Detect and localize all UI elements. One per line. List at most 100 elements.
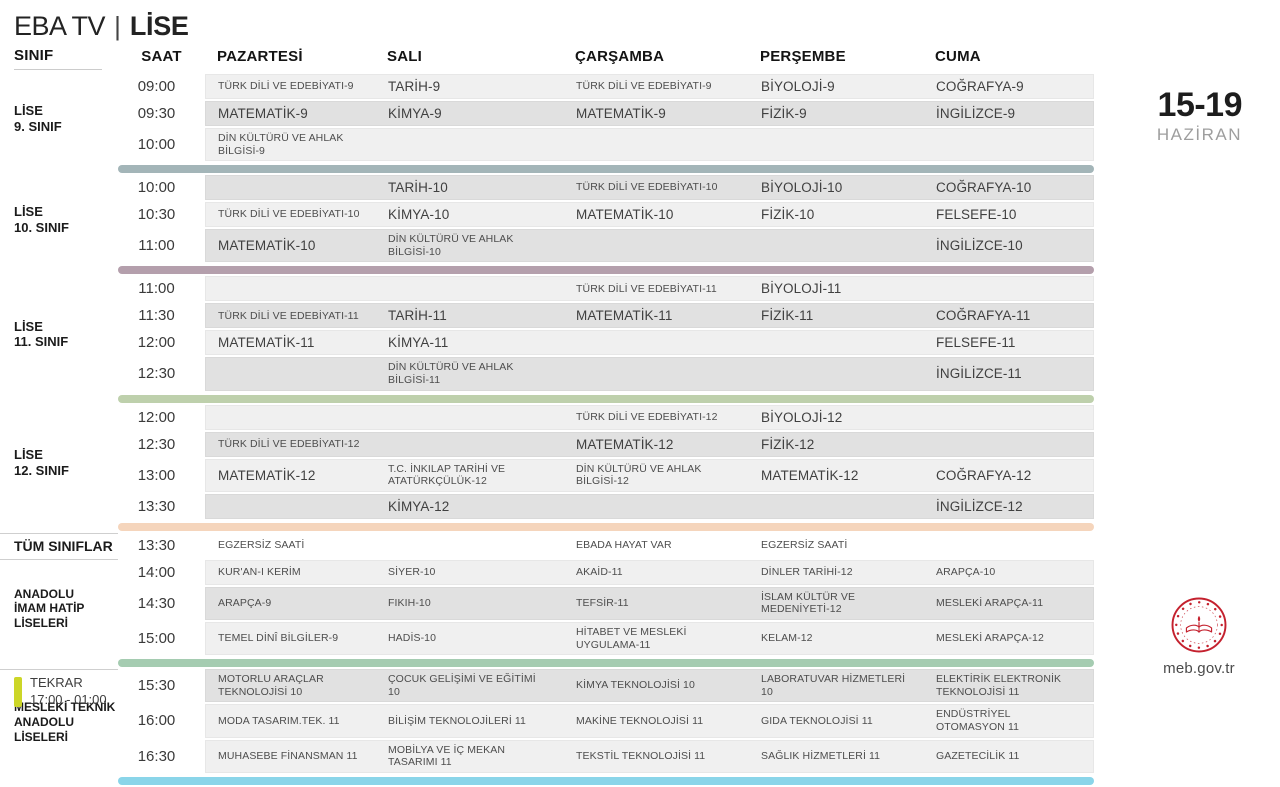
schedule-cell: BİYOLOJİ-9 [761,79,835,94]
schedule-cell: COĞRAFYA-12 [936,467,1032,483]
schedule-cell: MATEMATİK-11 [218,335,315,351]
schedule-cell [376,534,564,557]
row-band: DİN KÜLTÜRÜ VE AHLAK BİLGİSİ-9 [205,128,1094,162]
time-label: 15:30 [137,677,176,695]
schedule-section-lise-12: LİSE 12. SINIF 12:00 TÜRK DİLİ VE EDEBİYATI… [14,404,1094,521]
schedule-row: 13:30 EGZERSİZ SAATİ EBADA HAYAT VAR EGZERS… [118,532,1094,558]
schedule-cell [564,230,749,261]
time-label: 13:30 [137,536,176,554]
schedule-cell: SİYER-10 [388,565,436,578]
schedule-page: EBA TV | LİSE SINIF SAAT PAZARTESİ SALI ÇA… [0,8,1094,787]
row-band: MATEMATİK-12 T.C. İNKILAP TARİHİ VE ATATÜ… [205,458,1094,492]
column-header-saat: SAAT [141,48,182,65]
schedule-cell: GAZETECİLİK 11 [936,749,1020,762]
schedule-row: 14:30 ARAPÇA-9 FIKIH-10 TEFSİR-11 İSLAM KÜLT… [118,586,1094,620]
schedule-row: 10:00 TARİH-10 TÜRK DİLİ VE EDEBİYATI-10 Bİ… [118,175,1094,201]
schedule-row: 12:00 MATEMATİK-11 KİMYA-11 FELSEFE-11 [118,330,1094,356]
schedule-cell: TÜRK DİLİ VE EDEBİYATI-9 [576,80,712,93]
time-label: 11:00 [138,237,175,255]
schedule-cell: FIKIH-10 [388,597,431,610]
schedule-cell: T.C. İNKILAP TARİHİ VE ATATÜRKÇÜLÜK-12 [388,462,506,488]
schedule-row: 10:00 DİN KÜLTÜRÜ VE AHLAK BİLGİSİ-9 [118,128,1094,162]
time-label: 09:30 [137,105,176,122]
schedule-cell: MOBİLYA VE İÇ MEKAN TASARIMI 11 [388,743,506,769]
schedule-cell: FİZİK-11 [761,308,814,324]
schedule-cell: MODA TASARIM.TEK. 11 [218,714,340,727]
schedule-cell [924,277,1091,300]
column-header-day-2: SALI [387,48,422,65]
channel-text: LİSE [129,10,189,41]
brand-text: EBA TV [14,10,106,41]
schedule-cell: MATEMATİK-9 [576,106,666,121]
row-band: MATEMATİK-10 DİN KÜLTÜRÜ VE AHLAK BİLGİSİ… [205,229,1094,263]
row-band: KUR'AN-I KERİM SİYER-10 AKAİD-11 DİNLER TAR… [205,559,1094,585]
schedule-row: 12:30 TÜRK DİLİ VE EDEBİYATI-12 MATEMATİK-… [118,431,1094,457]
schedule-cell: LABORATUVAR HİZMETLERİ 10 [761,673,906,698]
schedule-cell: TEFSİR-11 [576,597,629,610]
schedule-row: 11:00 MATEMATİK-10 DİN KÜLTÜRÜ VE AHLAK Bİ… [118,229,1094,263]
schedule-cell: BİYOLOJİ-11 [761,281,842,297]
schedule-cell [924,406,1091,429]
date-month: HAZİRAN [1156,125,1242,144]
meb-logo-icon [1171,597,1227,653]
schedule-cell: MATEMATİK-10 [576,207,674,223]
grade-label: TÜM SINIFLAR [0,532,118,560]
schedule-cell: MAKİNE TEKNOLOJİSİ 11 [576,714,704,727]
section-separator [118,659,1094,668]
schedule-cell: KİMYA-9 [388,106,442,121]
schedule-cell: MATEMATİK-9 [218,106,308,121]
schedule-cell: ENDÜSTRİYEL OTOMASYON 11 [936,708,1020,733]
schedule-cell: HİTABET VE MESLEKİ UYGULAMA-11 [576,625,687,651]
schedule-cell: FELSEFE-11 [936,335,1016,351]
schedule-row: 14:00 KUR'AN-I KERİM SİYER-10 AKAİD-11 DİNLE… [118,559,1094,585]
grade-label: LİSE 11. SINIF [14,318,69,350]
schedule-cell [206,277,376,300]
schedule-cell: ÇOCUK GELİŞİMİ VE EĞİTİMİ 10 [388,673,536,698]
schedule-section-lise-9: LİSE 9. SINIF 09:00 TÜRK DİLİ VE EDEBİYATI-… [14,74,1094,163]
schedule-cell: EBADA HAYAT VAR [576,538,672,551]
schedule-cell [564,495,749,518]
schedule-section-imam-hatip: ANADOLU İMAM HATİP LİSELERİ 14:00 KUR'AN-I K… [14,559,1094,657]
schedule-cell: ARAPÇA-9 [218,597,272,610]
time-label: 16:00 [137,712,176,730]
schedule-row: 11:30 TÜRK DİLİ VE EDEBİYATI-11 TARİH-11 MA… [118,303,1094,329]
schedule-row: 10:30 TÜRK DİLİ VE EDEBİYATI-10 KİMYA-10 MA… [118,202,1094,228]
schedule-cell [206,495,376,518]
time-label: 11:00 [138,280,175,298]
schedule-cell [564,331,749,354]
column-header-day-1: PAZARTESİ [217,48,303,65]
schedule-row: 11:00 TÜRK DİLİ VE EDEBİYATI-11 BİYOLOJİ-1… [118,276,1094,302]
column-header-sinif: SINIF [14,47,118,70]
schedule-cell: AKAİD-11 [576,565,623,578]
schedule-row: 15:00 TEMEL DİNÎ BİLGİLER-9 HADİS-10 HİTABE… [118,621,1094,656]
schedule-cell [376,406,564,429]
schedule-cell: GIDA TEKNOLOJİSİ 11 [761,714,873,727]
schedule-cell: BİYOLOJİ-10 [761,180,843,196]
schedule-cell [924,433,1091,456]
schedule-section-tum-siniflar: TÜM SINIFLAR 13:30 EGZERSİZ SAATİ EBADA HAY… [0,532,1094,560]
website-label: meb.gov.tr [1163,660,1235,677]
row-band: EGZERSİZ SAATİ EBADA HAYAT VAR EGZERSİZ SA… [205,532,1094,558]
schedule-cell: TÜRK DİLİ VE EDEBİYATI-12 [576,410,718,423]
schedule-cell: DİN KÜLTÜRÜ VE AHLAK BİLGİSİ-10 [388,233,514,258]
time-label: 12:30 [137,435,176,453]
row-band: ARAPÇA-9 FIKIH-10 TEFSİR-11 İSLAM KÜLTÜR VE… [205,586,1094,620]
schedule-cell: COĞRAFYA-9 [936,79,1024,94]
schedule-cell: EGZERSİZ SAATİ [218,538,305,551]
schedule-cell: TEKSTİL TEKNOLOJİSİ 11 [576,749,706,762]
repeat-label: TEKRAR [30,675,83,691]
time-label: 13:00 [137,466,176,484]
schedule-cell: COĞRAFYA-10 [936,180,1032,196]
date-range: 15-19 [1157,86,1243,124]
schedule-cell: MATEMATİK-10 [218,238,316,254]
time-label: 15:00 [137,630,176,648]
schedule-cell [376,277,564,300]
row-band: MOTORLU ARAÇLAR TEKNOLOJİSİ 10 ÇOCUK GELİ… [205,669,1094,703]
column-header-day-3: ÇARŞAMBA [575,48,665,65]
section-separator [118,522,1094,531]
schedule-cell: İNGİLİZCE-9 [936,106,1016,121]
schedule-cell [924,129,1091,160]
schedule-cell: MESLEKİ ARAPÇA-12 [936,632,1044,645]
time-label: 11:30 [138,307,175,325]
schedule-cell [376,129,564,160]
